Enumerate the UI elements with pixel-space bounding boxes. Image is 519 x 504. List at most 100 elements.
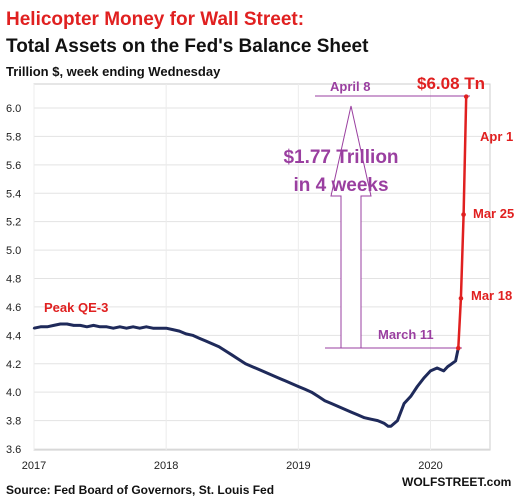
annotation-value: $6.08 Tn (417, 74, 485, 93)
data-point-covid-surge (461, 212, 466, 217)
data-point-balance-sheet (65, 322, 69, 326)
y-tick-label: 5.0 (6, 245, 21, 257)
y-tick-labels: 3.6 3.8 4.0 4.2 4.4 4.6 4.8 5.0 5.2 5.4 5.6 5.8 6.0 (6, 103, 21, 456)
data-point-balance-sheet (264, 371, 267, 374)
y-tick-label: 5.2 (6, 217, 21, 229)
y-tick-label: 5.6 (6, 160, 21, 172)
data-point-balance-sheet (383, 422, 386, 425)
data-point-balance-sheet (435, 366, 439, 370)
data-point-balance-sheet (39, 325, 42, 329)
growth-bracket (315, 95, 470, 349)
data-point-balance-sheet (85, 325, 89, 329)
x-tick-label: 2019 (286, 460, 310, 472)
data-point-balance-sheet (454, 359, 457, 363)
data-point-balance-sheet (178, 329, 181, 333)
data-point-balance-sheet (204, 339, 208, 343)
chart-title: Helicopter Money for Wall Street: (6, 9, 304, 30)
data-point-balance-sheet (46, 325, 49, 329)
x-tick-labels: 2017 2018 2019 2020 (22, 460, 443, 472)
y-tick-label: 5.4 (6, 188, 21, 200)
data-point-balance-sheet (290, 382, 293, 385)
data-point-balance-sheet (422, 376, 426, 380)
data-point-balance-sheet (389, 425, 393, 428)
data-point-balance-sheet (72, 324, 75, 327)
data-point-balance-sheet (138, 327, 141, 330)
data-point-balance-sheet (158, 327, 161, 330)
data-point-balance-sheet (145, 325, 148, 329)
data-point-balance-sheet (224, 349, 227, 353)
y-tick-label: 4.2 (6, 359, 21, 371)
data-point-balance-sheet (164, 327, 168, 330)
data-point-balance-sheet (277, 376, 280, 380)
data-point-balance-sheet (237, 358, 241, 361)
data-point-balance-sheet (416, 385, 419, 388)
data-point-balance-sheet (198, 336, 201, 340)
data-point-balance-sheet (59, 322, 62, 326)
x-tick-label: 2020 (418, 460, 442, 472)
data-point-covid-surge (458, 296, 464, 301)
data-point-balance-sheet (396, 419, 399, 422)
data-point-balance-sheet (211, 342, 214, 346)
annotation-april8: April 8 (330, 79, 370, 94)
data-point-balance-sheet (105, 325, 108, 329)
annotation-apr1: Apr 1 (480, 129, 513, 144)
data-point-balance-sheet (231, 354, 234, 357)
y-tick-label: 5.8 (6, 131, 21, 143)
x-tick-label: 2018 (154, 460, 178, 472)
series-line-covid-surge (457, 96, 468, 349)
data-point-balance-sheet (217, 345, 221, 348)
annotation-peak-qe3: Peak QE-3 (44, 300, 108, 315)
data-point-balance-sheet (98, 325, 102, 329)
data-point-balance-sheet (409, 395, 412, 398)
data-point-balance-sheet (131, 325, 135, 329)
data-point-balance-sheet (79, 324, 82, 327)
data-point-balance-sheet (283, 379, 287, 382)
data-point-balance-sheet (343, 408, 346, 411)
data-point-balance-sheet (336, 405, 340, 408)
data-point-balance-sheet (446, 365, 449, 368)
data-point-balance-sheet (151, 327, 155, 330)
data-point-balance-sheet (316, 395, 320, 398)
x-tick-label: 2017 (22, 460, 46, 472)
data-point-balance-sheet (250, 365, 254, 368)
data-point-balance-sheet (297, 385, 300, 388)
data-point-balance-sheet (356, 413, 360, 417)
data-point-balance-sheet (330, 402, 333, 405)
data-point-balance-sheet (350, 410, 353, 414)
data-point-balance-sheet (125, 327, 128, 330)
y-tick-label: 6.0 (6, 103, 21, 115)
data-point-balance-sheet (303, 388, 307, 391)
annotation-mar18: Mar 18 (471, 288, 512, 303)
chart-subtitle: Total Assets on the Fed's Balance Sheet (6, 36, 369, 57)
y-tick-label: 3.8 (6, 416, 21, 428)
y-tick-label: 3.6 (6, 444, 21, 456)
data-point-balance-sheet (429, 369, 432, 373)
data-point-balance-sheet (118, 325, 122, 329)
plot-frame (33, 83, 491, 451)
series-points-balance-sheet (32, 322, 460, 428)
data-point-balance-sheet (191, 334, 194, 337)
series-points-covid-surge (455, 94, 469, 351)
data-point-balance-sheet (32, 327, 36, 330)
annotation-growth-line1: $1.77 Trillion (283, 147, 398, 168)
data-point-balance-sheet (376, 419, 379, 422)
data-point-covid-surge (455, 345, 461, 351)
growth-arrow (330, 105, 372, 349)
data-point-balance-sheet (112, 327, 115, 330)
annotation-mar25: Mar 25 (473, 206, 514, 221)
data-point-balance-sheet (171, 328, 174, 331)
grid-lines (33, 84, 490, 450)
data-point-covid-surge (463, 94, 469, 99)
annotation-growth-line2: in 4 weeks (293, 175, 388, 196)
y-tick-label: 4.0 (6, 387, 21, 399)
source-note: Source: Fed Board of Governors, St. Loui… (6, 483, 274, 497)
data-point-balance-sheet (387, 425, 390, 428)
annotation-march11: March 11 (378, 327, 434, 342)
data-point-balance-sheet (52, 324, 56, 327)
data-point-balance-sheet (323, 399, 326, 402)
y-axis-label: Trillion $, week ending Wednesday (6, 64, 221, 79)
data-point-balance-sheet (442, 369, 445, 373)
data-point-balance-sheet (402, 402, 406, 405)
